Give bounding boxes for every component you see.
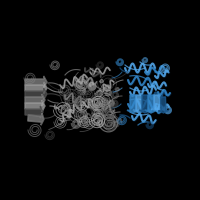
Polygon shape xyxy=(25,88,47,100)
Polygon shape xyxy=(127,95,139,113)
Polygon shape xyxy=(139,95,151,113)
Polygon shape xyxy=(25,82,47,94)
Polygon shape xyxy=(151,95,163,111)
Polygon shape xyxy=(25,100,45,112)
Polygon shape xyxy=(133,95,145,113)
Polygon shape xyxy=(25,106,43,118)
Polygon shape xyxy=(145,95,157,113)
Polygon shape xyxy=(158,97,168,113)
Polygon shape xyxy=(25,76,47,88)
Polygon shape xyxy=(28,113,44,125)
Polygon shape xyxy=(25,94,45,106)
